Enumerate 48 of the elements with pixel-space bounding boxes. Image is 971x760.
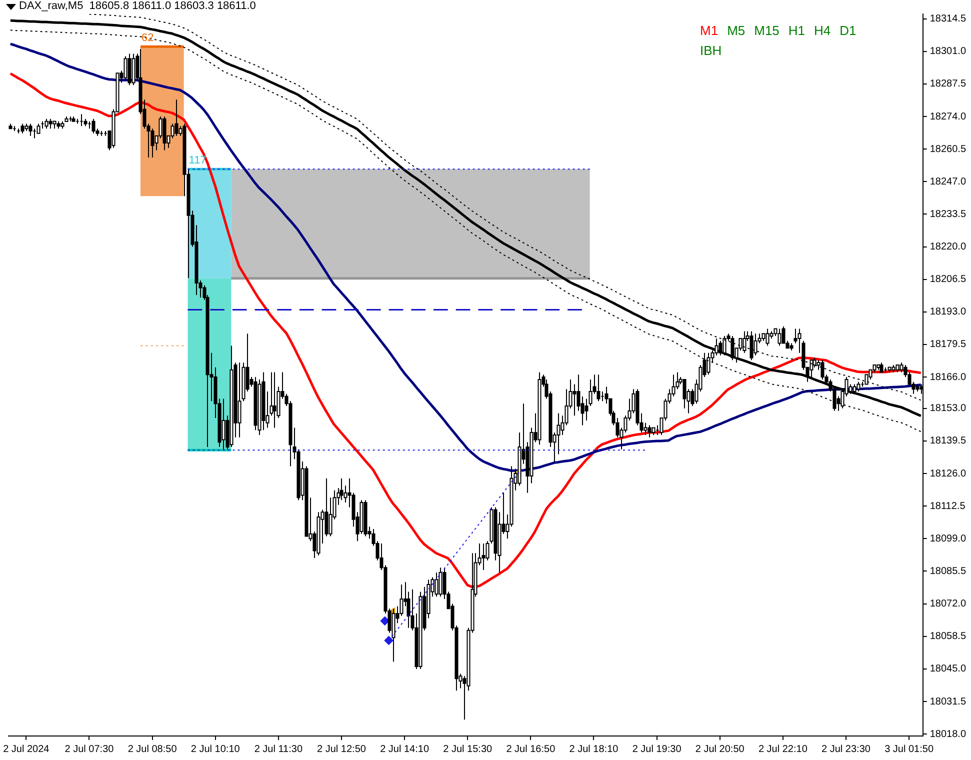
annotation: M15	[754, 22, 780, 39]
y-tick-label: 18247.0	[930, 176, 966, 188]
x-tick-label: 2 Jul 20:50	[695, 744, 745, 755]
annotation: H1	[788, 22, 806, 39]
x-tick-label: 3 Jul 01:50	[884, 744, 934, 755]
y-tick-label: 18153.0	[930, 403, 966, 414]
y-tick-label: 18179.5	[930, 339, 966, 350]
y-tick-label: 18126.0	[930, 468, 966, 480]
x-tick-label: 2 Jul 18:10	[569, 744, 619, 755]
x-tick-label: 2 Jul 08:50	[128, 744, 178, 755]
x-tick-label: 2 Jul 12:50	[317, 744, 366, 755]
y-tick-label: 18314.5	[930, 14, 966, 25]
x-tick-label: 2 Jul 14:10	[380, 744, 430, 755]
annotation: D1	[840, 22, 856, 39]
y-tick-label: 18099.0	[930, 533, 966, 544]
x-tick-label: 2 Jul 23:30	[822, 744, 871, 755]
y-tick-label: 18301.0	[930, 46, 966, 58]
y-tick-label: 18260.5	[930, 144, 966, 155]
y-tick-label: 18112.5	[930, 500, 966, 512]
x-tick-label: 2 Jul 22:10	[758, 744, 808, 755]
y-tick-label: 18220.0	[930, 242, 966, 253]
y-tick-label: 18193.0	[930, 306, 966, 318]
chart-title: DAX_raw,M5 18605.8 18611.0 18603.3 18611.0	[19, 0, 256, 13]
y-tick-label: 18206.5	[930, 274, 966, 286]
x-tick-label: 2 Jul 19:30	[632, 744, 682, 755]
x-tick-label: 2 Jul 07:30	[64, 744, 114, 755]
y-tick-label: 18166.0	[930, 372, 966, 383]
annotation: IBH	[700, 42, 723, 59]
x-tick-label: 2 Jul 11:30	[254, 744, 303, 755]
y-tick-label: 18233.5	[930, 208, 966, 220]
x-tick-label: 2 Jul 16:50	[506, 744, 556, 755]
y-tick-label: 18031.5	[930, 696, 966, 708]
y-tick-label: 18072.0	[930, 598, 966, 610]
y-tick-label: 18058.5	[930, 631, 966, 642]
x-tick-label: 2 Jul 10:10	[190, 744, 240, 755]
annotation: M1	[700, 22, 718, 39]
annotation: M5	[727, 22, 746, 39]
y-tick-label: 18139.5	[930, 436, 966, 447]
annotation: H4	[814, 22, 831, 39]
y-tick-label: 18045.0	[930, 664, 966, 675]
x-tick-label: 2 Jul 2024	[3, 744, 50, 755]
y-tick-label: 18287.5	[930, 78, 966, 90]
y-tick-label: 18274.0	[930, 111, 966, 122]
y-tick-label: 18085.5	[930, 566, 966, 577]
y-tick-label: 18018.0	[930, 728, 966, 740]
annotation: 117	[188, 154, 206, 167]
annotation: 62	[141, 32, 154, 44]
x-tick-label: 2 Jul 15:30	[443, 744, 493, 755]
